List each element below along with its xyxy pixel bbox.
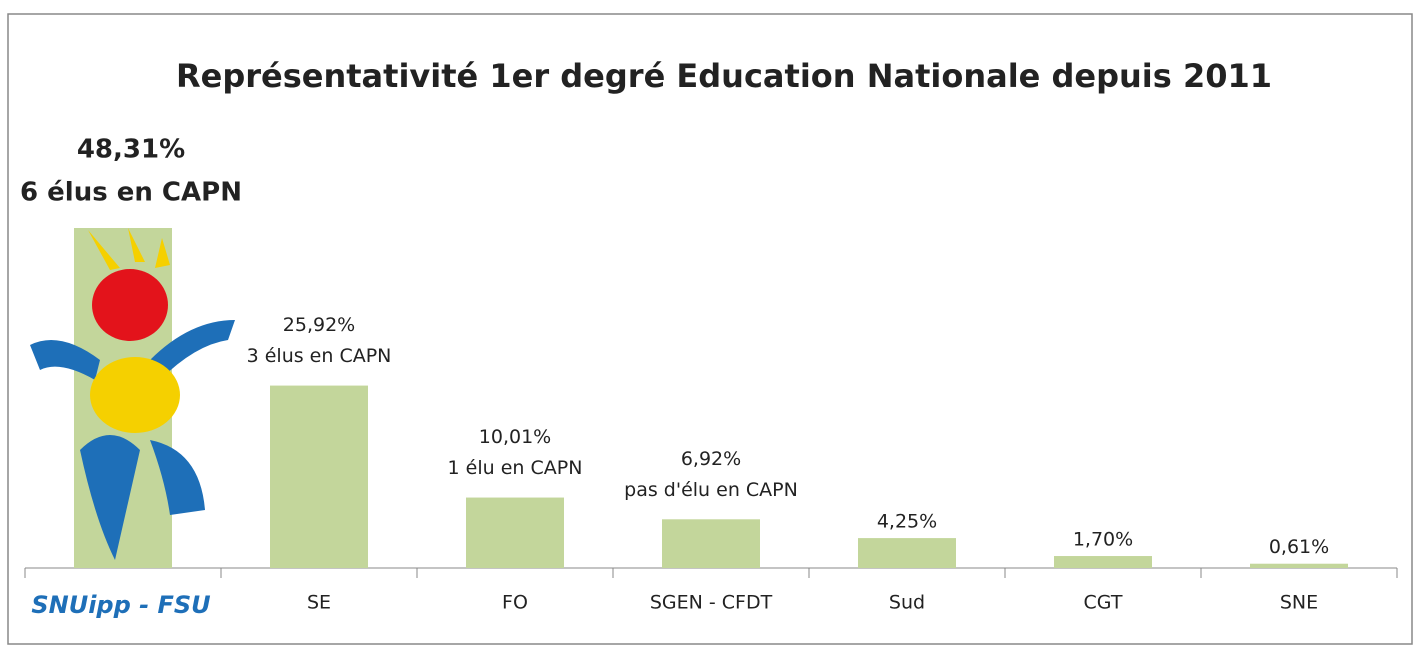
- bar: [466, 497, 564, 568]
- annotation: 1 élu en CAPN: [448, 457, 583, 479]
- annotation: 6 élus en CAPN: [20, 178, 242, 208]
- chart-title: Représentativité 1er degré Education Nat…: [176, 57, 1272, 95]
- bar: [270, 385, 368, 568]
- bar: [1054, 556, 1152, 568]
- figure-head: [92, 269, 168, 341]
- annotation: 3 élus en CAPN: [247, 345, 392, 367]
- value-label: 6,92%: [681, 448, 741, 470]
- x-tick-label: FO: [502, 592, 528, 614]
- value-label: 0,61%: [1269, 536, 1329, 558]
- figure-ray: [88, 228, 170, 270]
- bar: [662, 519, 760, 568]
- value-label: 1,70%: [1073, 529, 1133, 551]
- x-tick-label: CGT: [1084, 592, 1123, 614]
- figure-leg: [80, 435, 205, 560]
- annotation: pas d'élu en CAPN: [624, 479, 798, 501]
- x-tick-label: SNUipp - FSU: [31, 591, 210, 619]
- bar: [858, 538, 956, 568]
- x-tick-label: SE: [307, 592, 331, 614]
- x-tick-label: Sud: [889, 592, 925, 614]
- figure-body: [90, 357, 180, 433]
- value-label: 25,92%: [283, 314, 355, 336]
- x-tick-label: SGEN - CFDT: [650, 592, 773, 614]
- value-label: 48,31%: [77, 135, 185, 165]
- logo-figure: [30, 228, 235, 560]
- x-tick-label: SNE: [1280, 592, 1318, 614]
- bar: [1250, 563, 1348, 568]
- figure-arm: [30, 320, 235, 380]
- value-label: 10,01%: [479, 426, 551, 448]
- value-label: 4,25%: [877, 511, 937, 533]
